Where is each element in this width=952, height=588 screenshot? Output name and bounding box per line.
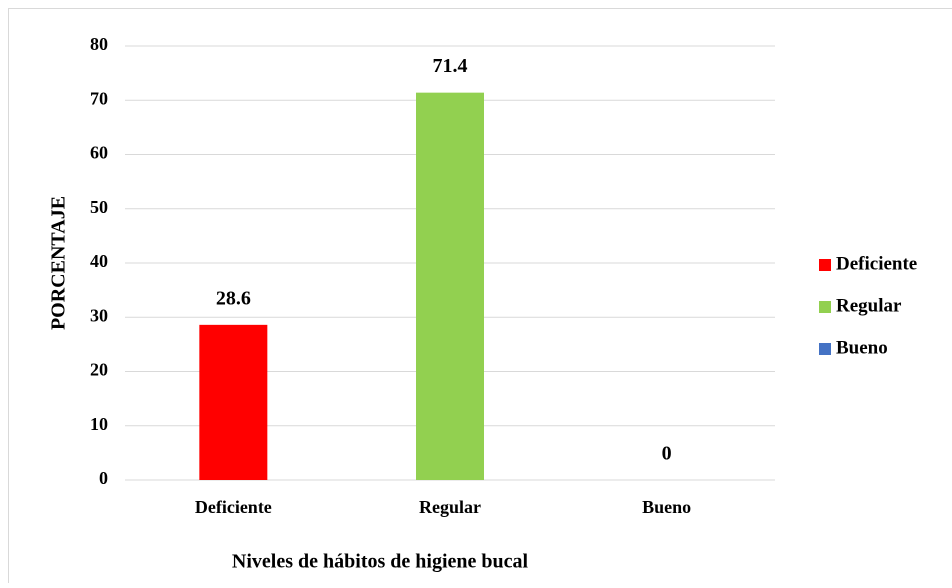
bar bbox=[199, 325, 267, 480]
y-tick-label: 70 bbox=[90, 88, 108, 108]
legend-label: Bueno bbox=[836, 337, 888, 358]
legend-label: Deficiente bbox=[836, 253, 917, 274]
y-tick-label: 10 bbox=[90, 414, 108, 434]
y-tick-label: 80 bbox=[90, 34, 108, 54]
legend-swatch bbox=[819, 301, 831, 313]
x-axis-label: Niveles de hábitos de higiene bucal bbox=[232, 551, 529, 573]
data-label: 71.4 bbox=[433, 55, 468, 77]
y-tick-label: 60 bbox=[90, 143, 108, 163]
legend-swatch bbox=[819, 343, 831, 355]
x-tick-label: Bueno bbox=[642, 497, 691, 517]
x-tick-label: Regular bbox=[419, 497, 481, 517]
y-tick-label: 50 bbox=[90, 197, 108, 217]
y-tick-label: 20 bbox=[90, 360, 108, 380]
y-tick-label: 30 bbox=[90, 305, 108, 325]
legend-label: Regular bbox=[836, 295, 902, 316]
data-label: 28.6 bbox=[216, 287, 251, 309]
y-axis-label: PORCENTAJE bbox=[48, 196, 70, 330]
x-tick-label: Deficiente bbox=[195, 497, 272, 517]
legend-swatch bbox=[819, 259, 831, 271]
y-tick-label: 40 bbox=[90, 251, 108, 271]
y-tick-label: 0 bbox=[99, 468, 108, 488]
bar bbox=[416, 93, 484, 480]
data-label: 0 bbox=[662, 443, 672, 465]
